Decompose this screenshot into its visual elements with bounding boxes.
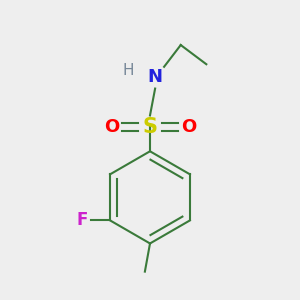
Text: N: N: [148, 68, 163, 86]
Text: S: S: [142, 117, 158, 137]
Text: O: O: [181, 118, 196, 136]
Text: F: F: [76, 212, 88, 230]
Text: O: O: [104, 118, 119, 136]
Text: H: H: [122, 63, 134, 78]
